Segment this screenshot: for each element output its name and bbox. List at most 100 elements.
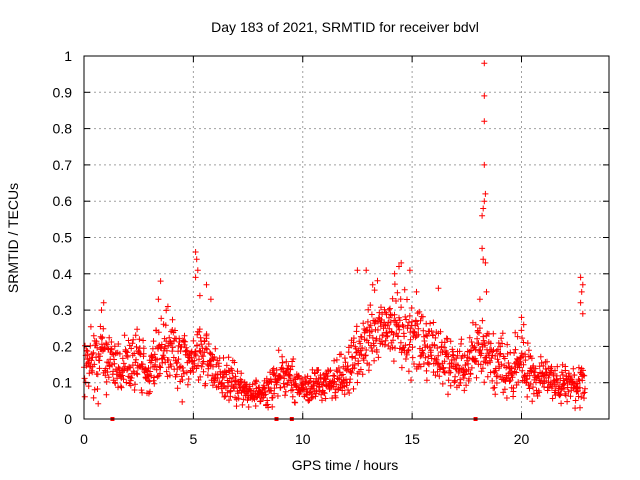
data-point [441, 358, 448, 365]
data-point [139, 361, 146, 368]
data-point [482, 190, 489, 197]
data-point [487, 340, 494, 347]
data-point [427, 320, 434, 327]
data-point [579, 281, 586, 288]
data-point [289, 393, 296, 400]
data-point [322, 395, 329, 402]
data-point [492, 352, 499, 359]
data-point [463, 382, 470, 389]
data-point [287, 373, 294, 379]
data-point [374, 277, 381, 284]
data-point [398, 364, 405, 371]
data-point [124, 353, 131, 360]
data-point [269, 403, 276, 410]
data-point [359, 371, 366, 378]
data-point [554, 379, 561, 386]
data-point [369, 281, 376, 288]
data-point [468, 347, 475, 354]
data-point [512, 346, 519, 353]
data-point [415, 331, 422, 338]
data-point [201, 349, 208, 356]
data-point [365, 339, 372, 346]
data-point [295, 372, 302, 379]
data-point [445, 391, 451, 398]
data-point [190, 337, 197, 344]
data-point [384, 330, 390, 337]
data-point [466, 334, 473, 341]
data-point [478, 368, 485, 375]
data-point [500, 389, 507, 396]
data-point [196, 292, 203, 299]
data-point [265, 404, 272, 411]
data-point [419, 313, 426, 320]
data-point [204, 372, 211, 379]
data-point [409, 354, 416, 361]
data-point [479, 212, 486, 219]
data-point [128, 345, 135, 352]
data-point [388, 328, 395, 335]
data-point [90, 394, 97, 401]
data-point [333, 356, 340, 363]
data-point [133, 370, 140, 377]
data-point [528, 355, 535, 362]
data-point [196, 347, 203, 354]
data-point [417, 317, 424, 324]
data-point [166, 334, 173, 341]
data-point [133, 356, 139, 363]
data-point [420, 327, 427, 334]
data-point [164, 303, 171, 310]
data-point [289, 386, 296, 393]
data-point [157, 278, 164, 285]
data-point [526, 385, 533, 392]
grid [84, 56, 609, 419]
data-point [362, 352, 369, 359]
data-point [252, 403, 259, 409]
data-point [352, 355, 359, 362]
data-point [105, 374, 112, 381]
data-point [119, 355, 126, 362]
data-point [229, 370, 236, 377]
data-point [435, 285, 442, 292]
data-point [396, 326, 403, 333]
data-point [567, 393, 574, 400]
data-point [552, 367, 558, 374]
data-point [225, 354, 232, 361]
data-point [396, 317, 403, 324]
data-point [411, 361, 417, 367]
data-point [378, 338, 385, 345]
data-point [180, 338, 187, 345]
data-point [532, 365, 539, 372]
data-point [481, 198, 488, 205]
data-point [447, 382, 454, 389]
data-point [499, 340, 506, 347]
data-point [367, 322, 374, 329]
data-point [147, 368, 154, 375]
data-point [472, 321, 479, 328]
data-point [407, 336, 414, 343]
data-point [298, 375, 305, 382]
data-point [395, 323, 402, 330]
data-point [473, 357, 480, 364]
data-point [126, 363, 133, 370]
data-point [536, 389, 543, 396]
data-point [562, 367, 569, 374]
data-point [498, 335, 505, 342]
data-point [85, 383, 92, 390]
data-point [231, 359, 238, 366]
data-point [512, 329, 519, 336]
data-point [545, 384, 552, 390]
data-point [365, 306, 372, 313]
data-point [96, 357, 103, 364]
data-point [355, 360, 362, 367]
data-point [138, 387, 145, 394]
data-point [380, 332, 387, 339]
data-point [479, 365, 486, 372]
data-point [365, 367, 372, 374]
data-point [103, 391, 110, 398]
data-point [565, 370, 572, 377]
data-point [489, 377, 496, 384]
data-point [87, 342, 94, 349]
data-point [413, 318, 419, 325]
data-point [404, 296, 410, 303]
data-point [349, 354, 356, 361]
